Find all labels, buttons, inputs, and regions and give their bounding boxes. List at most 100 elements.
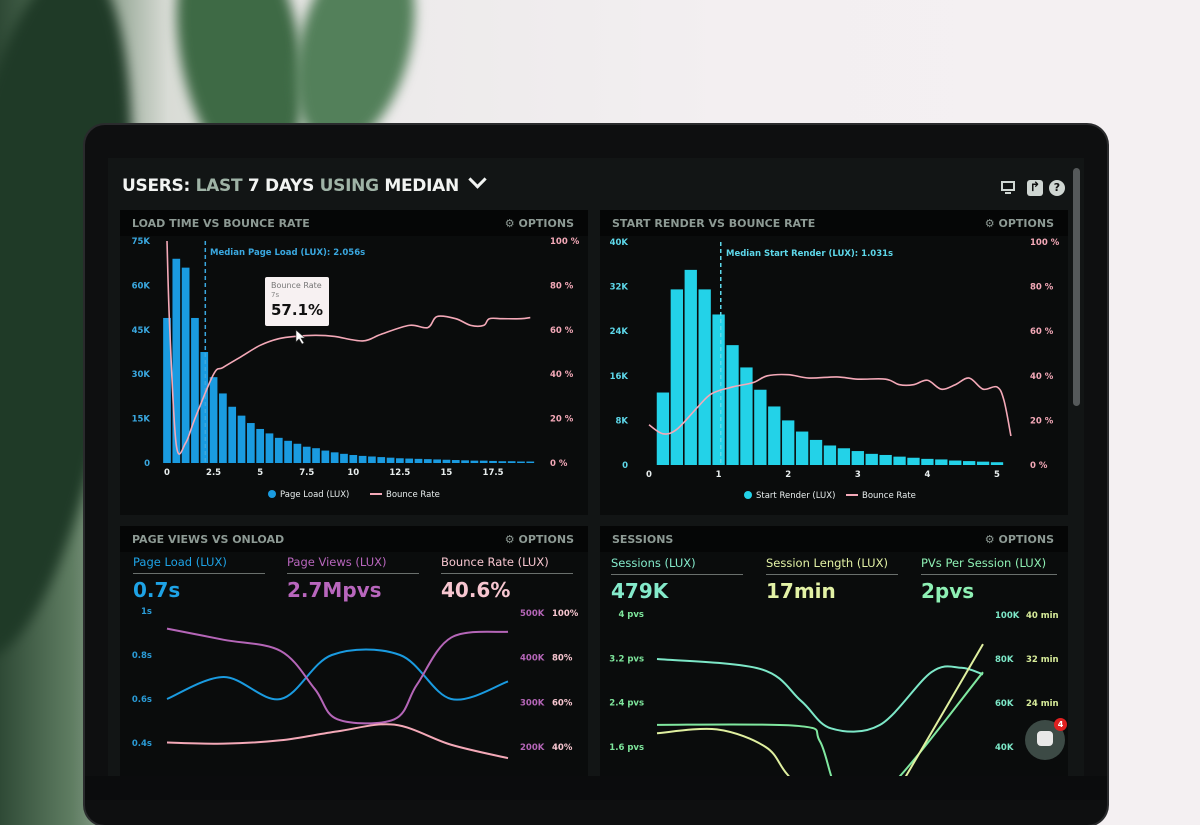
stat-pvs-per-session: PVs Per Session (LUX) 2pvs	[921, 556, 1057, 603]
histogram-bar	[442, 459, 451, 463]
y-tick-left: 0	[144, 459, 150, 469]
title-part: 7 DAYS	[247, 176, 315, 196]
stat-sessions: Sessions (LUX) 479K	[611, 556, 743, 603]
histogram-bar	[284, 440, 292, 463]
histogram-bar	[172, 258, 181, 463]
stat-value: 479K	[611, 579, 669, 603]
options-button[interactable]: ⚙ OPTIONS	[984, 533, 1054, 546]
y-tick-right: 40%	[552, 743, 573, 753]
options-button[interactable]: ⚙ OPTIONS	[504, 217, 574, 230]
y-tick-right: 80K	[995, 655, 1014, 665]
x-tick: 2.5	[206, 468, 221, 478]
y-tick-right: 32 min	[1026, 655, 1059, 665]
stat-value: 0.7s	[133, 578, 181, 602]
histogram-bar	[265, 433, 274, 463]
stat-value: 2pvs	[921, 579, 975, 603]
histogram-bar	[517, 461, 525, 463]
chat-icon	[1037, 731, 1053, 746]
histogram-bar	[893, 456, 906, 465]
y-tick-left: 24K	[610, 327, 629, 337]
histogram-bar	[293, 443, 302, 463]
legend-label-bars: Page Load (LUX)	[280, 490, 349, 500]
y-tick-left: 0.6s	[132, 695, 152, 705]
y-tick-right: 80 %	[550, 281, 574, 291]
options-button[interactable]: ⚙ OPTIONS	[984, 217, 1054, 230]
y-tick-left: 75K	[132, 237, 151, 247]
page-title[interactable]: USERS: LAST 7 DAYS USING MEDIAN	[122, 170, 487, 196]
legend-label-line: Bounce Rate	[862, 491, 916, 501]
histogram-bar	[507, 461, 516, 463]
panel-title: START RENDER VS BOUNCE RATE	[612, 217, 816, 230]
series-line	[166, 627, 509, 725]
y-tick-left: 1.6 pvs	[609, 743, 644, 753]
title-part: MEDIAN	[384, 176, 459, 196]
y-tick-left: 2.4 pvs	[609, 699, 644, 709]
y-tick-right: 200K	[520, 743, 545, 753]
y-tick-right: 40 %	[550, 370, 574, 380]
histogram-bar	[470, 460, 479, 463]
laptop-bottom-bezel	[85, 776, 1107, 800]
y-tick-right: 60 %	[1030, 327, 1054, 337]
y-tick-right: 40 %	[1030, 372, 1054, 382]
y-tick-left: 0.8s	[132, 651, 152, 661]
scrollbar[interactable]	[1073, 168, 1080, 406]
histogram-bar	[377, 457, 386, 463]
x-tick: 4	[924, 470, 930, 480]
histogram-bar	[256, 428, 265, 463]
options-button[interactable]: ⚙ OPTIONS	[504, 533, 574, 546]
help-icon[interactable]: ?	[1049, 180, 1065, 196]
stat-label: PVs Per Session (LUX)	[921, 556, 1057, 575]
stat-page-load: Page Load (LUX) 0.7s	[133, 555, 265, 602]
histogram-bar	[684, 269, 697, 465]
histogram-bar	[809, 439, 823, 465]
histogram-bar	[921, 458, 934, 465]
median-label: Median Start Render (LUX): 1.031s	[726, 249, 893, 259]
chat-button[interactable]: 4	[1025, 718, 1067, 760]
histogram-bar	[405, 458, 414, 463]
histogram-bar	[907, 457, 920, 465]
histogram-bar	[330, 452, 339, 463]
panel-title: SESSIONS	[612, 533, 674, 546]
histogram-bar	[237, 415, 246, 463]
y-tick-right: 80%	[552, 654, 573, 664]
y-tick-right: 300K	[520, 698, 545, 708]
y-tick-right: 24 min	[1026, 699, 1059, 709]
y-tick-right: 100%	[552, 609, 579, 619]
histogram-bar	[656, 392, 670, 465]
histogram-bar	[976, 461, 990, 465]
y-tick-right: 40 min	[1026, 611, 1059, 621]
stat-bounce-rate: Bounce Rate (LUX) 40.6%	[441, 555, 573, 602]
y-tick-right: 400K	[520, 654, 545, 664]
histogram-bar	[451, 460, 460, 463]
histogram-bar	[209, 377, 218, 463]
histogram-bar	[246, 423, 255, 463]
histogram-bar	[935, 459, 948, 465]
histogram-bar	[219, 393, 227, 463]
stat-label: Bounce Rate (LUX)	[441, 555, 573, 574]
histogram-bar	[768, 406, 781, 465]
histogram-bar	[837, 448, 851, 465]
histogram-bar	[200, 352, 209, 463]
y-tick-left: 15K	[132, 415, 151, 425]
histogram-bar	[949, 460, 962, 465]
histogram-bar	[349, 455, 358, 463]
histogram-bar	[851, 451, 864, 465]
y-tick-right: 0 %	[550, 459, 568, 469]
stat-label: Sessions (LUX)	[611, 556, 743, 575]
monitor-icon[interactable]	[1000, 180, 1016, 196]
histogram-bar	[386, 457, 395, 463]
x-tick: 5	[994, 470, 1000, 480]
y-tick-right: 500K	[520, 609, 545, 619]
y-tick-left: 0	[622, 461, 628, 471]
y-tick-right: 60%	[552, 698, 573, 708]
share-icon[interactable]: ↱	[1027, 180, 1043, 196]
histogram-bar	[368, 456, 376, 463]
y-tick-right: 100K	[995, 611, 1020, 621]
y-tick-right: 80 %	[1030, 283, 1054, 293]
x-tick: 0	[164, 468, 170, 478]
y-tick-left: 60K	[132, 281, 151, 291]
y-tick-right: 20 %	[1030, 416, 1054, 426]
stat-page-views: Page Views (LUX) 2.7Mpvs	[287, 555, 419, 602]
histogram-bar	[879, 454, 892, 465]
